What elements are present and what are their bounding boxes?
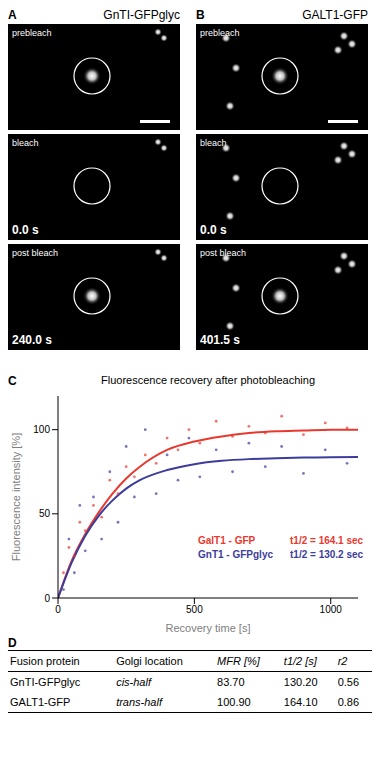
- svg-text:prebleach: prebleach: [200, 28, 240, 38]
- svg-text:Fluorescence intensity [%]: Fluorescence intensity [%]: [10, 433, 22, 561]
- html-text:GnTI-GFPglyc: GnTI-GFPglyc: [10, 676, 81, 688]
- html-text:83.70: 83.70: [217, 676, 245, 688]
- html-text:Fluorescence recovery after ph: Fluorescence recovery after photobleachi…: [101, 374, 315, 386]
- svg-text:Recovery time [s]: Recovery time [s]: [166, 622, 251, 634]
- svg-text:240.0 s: 240.0 s: [12, 333, 52, 347]
- svg-text:401.5 s: 401.5 s: [200, 333, 240, 347]
- html-text:0.86: 0.86: [337, 696, 360, 708]
- svg-text:500: 500: [186, 604, 203, 615]
- svg-text:50: 50: [39, 508, 51, 519]
- svg-text:0.0 s: 0.0 s: [12, 223, 39, 237]
- html-text:100.90: 100.90: [217, 696, 251, 708]
- html-text:r2: r2: [337, 655, 348, 667]
- svg-text:0: 0: [55, 604, 61, 615]
- html-text:Golgi location: Golgi location: [116, 655, 183, 667]
- html-text:GalT1 - GFP: GalT1 - GFP: [198, 535, 256, 546]
- html-text:trans-half: trans-half: [116, 696, 162, 708]
- html-text:0.56: 0.56: [337, 676, 360, 688]
- svg-text:bleach: bleach: [200, 138, 227, 148]
- svg-text:100: 100: [33, 424, 50, 435]
- svg-text:1000: 1000: [320, 604, 343, 615]
- html-text:A: A: [8, 8, 17, 22]
- html-text:D: D: [8, 636, 17, 650]
- html-text:164.10: 164.10: [283, 696, 318, 708]
- svg-text:prebleach: prebleach: [12, 28, 52, 38]
- html-text:B: B: [196, 8, 205, 22]
- html-text:GnT1 - GFPglyc: GnT1 - GFPglyc: [198, 549, 273, 560]
- html-text:GALT1-GFP: GALT1-GFP: [302, 8, 368, 22]
- html-text:GnTI-GFPglyc: GnTI-GFPglyc: [103, 8, 180, 22]
- svg-text:post bleach: post bleach: [200, 248, 246, 258]
- html-text:Fusion protein: Fusion protein: [10, 655, 80, 667]
- svg-text:bleach: bleach: [12, 138, 39, 148]
- html-text:t1/2 = 130.2 sec: t1/2 = 130.2 sec: [290, 549, 364, 560]
- svg-text:0: 0: [44, 593, 50, 604]
- svg-text:0.0 s: 0.0 s: [200, 223, 227, 237]
- html-text:t1/2 = 164.1 sec: t1/2 = 164.1 sec: [290, 535, 364, 546]
- html-text:GALT1-GFP: GALT1-GFP: [10, 696, 71, 708]
- html-text:MFR [%]: MFR [%]: [217, 655, 260, 667]
- html-text:130.20: 130.20: [283, 676, 318, 688]
- html-text:C: C: [8, 374, 17, 388]
- svg-text:post bleach: post bleach: [12, 248, 58, 258]
- html-text:t1/2 [s]: t1/2 [s]: [283, 655, 317, 667]
- html-text:cis-half: cis-half: [116, 676, 151, 688]
